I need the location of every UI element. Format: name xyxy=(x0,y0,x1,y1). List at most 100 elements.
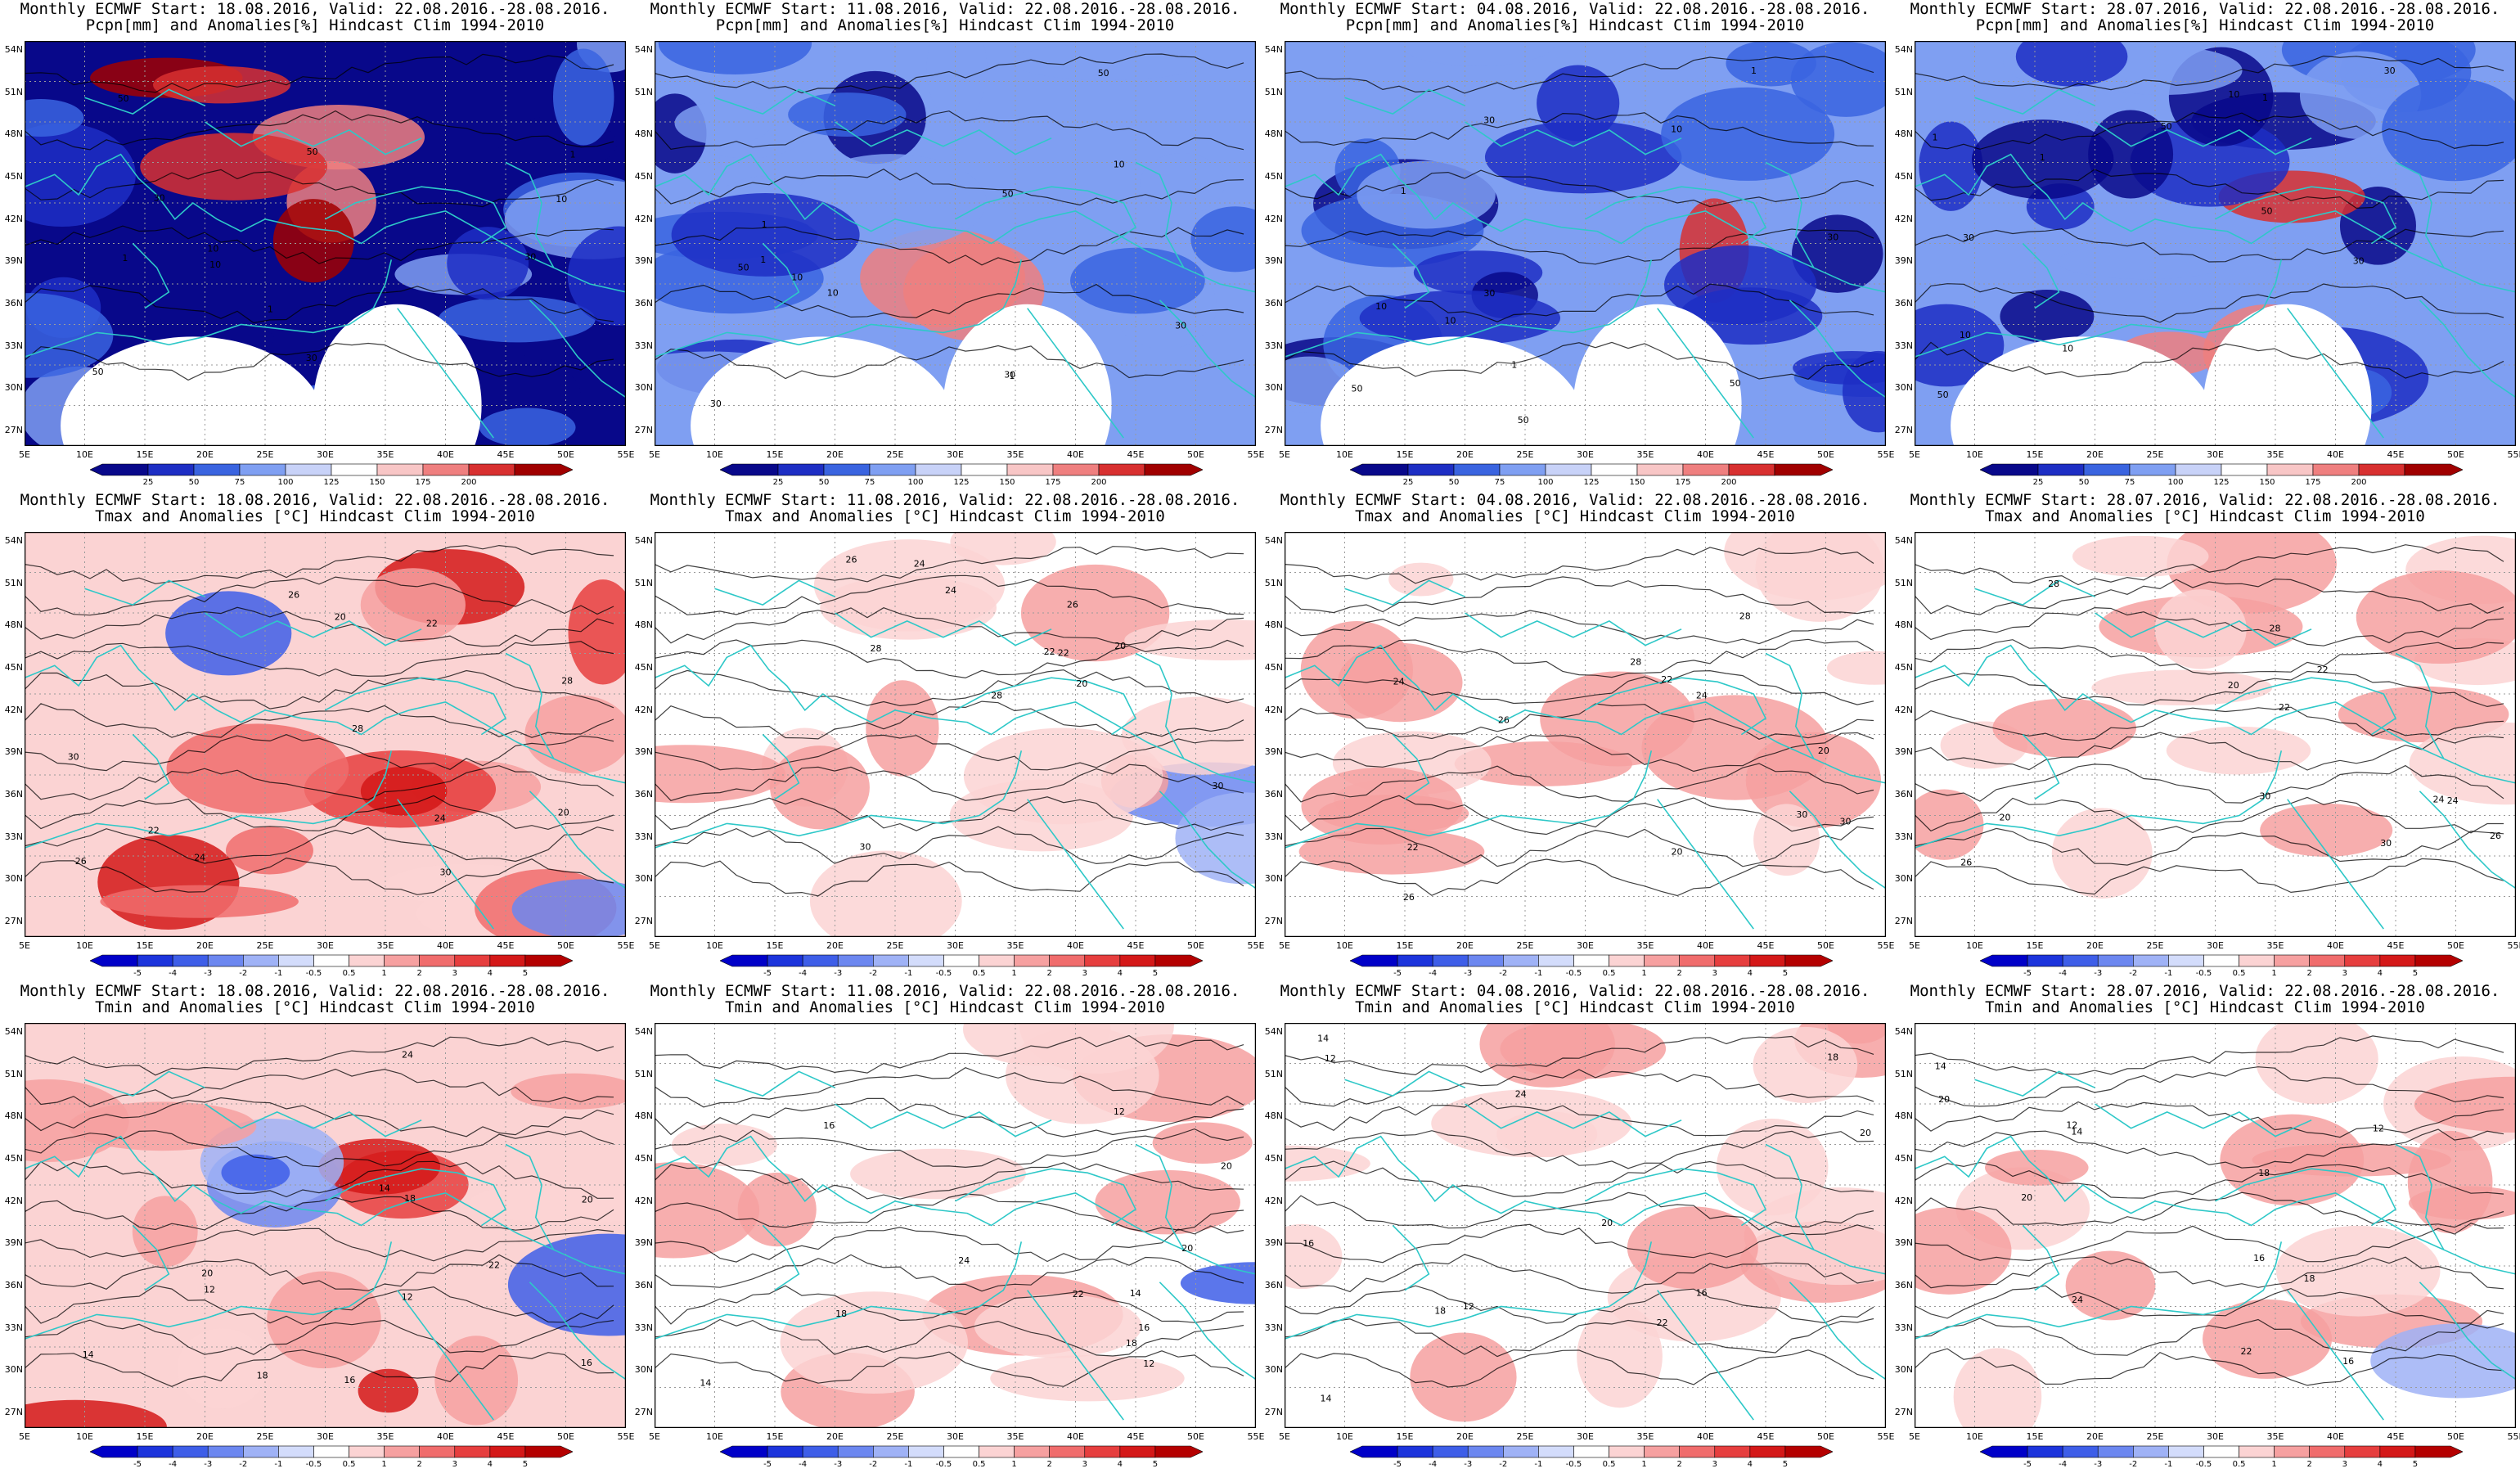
colorbar-tick-label: 175 xyxy=(415,478,431,487)
latitude-label: 42N xyxy=(634,213,653,224)
colorbar-tick-label: 75 xyxy=(1494,478,1505,487)
colorbar-segment xyxy=(2312,463,2360,476)
longitude-label: 15E xyxy=(136,940,154,951)
contour-value-label: 18 xyxy=(2258,1168,2270,1178)
colorbar-segment xyxy=(1144,463,1203,476)
longitude-label: 35E xyxy=(1636,940,1654,951)
colorbar-tick-label: 125 xyxy=(953,478,970,487)
latitude-label: 39N xyxy=(1894,746,1913,758)
colorbar-tick-label: -3 xyxy=(2094,1460,2103,1469)
contour-line xyxy=(1915,1035,2504,1075)
colorbar-tick-label: 75 xyxy=(864,478,875,487)
contour-value-label: 20 xyxy=(582,1195,593,1205)
coastline xyxy=(1285,259,1653,358)
contour-value-label: 20 xyxy=(2228,680,2239,691)
anomaly-area xyxy=(2407,1130,2493,1234)
latitude-label: 48N xyxy=(1264,1110,1283,1122)
contour-line xyxy=(655,1318,1244,1357)
colorbar xyxy=(720,954,1203,967)
anomaly-area xyxy=(1753,1026,1858,1103)
contour-line xyxy=(655,700,1244,740)
contour-value-label: 20 xyxy=(1818,746,1829,756)
longitude-label: 50E xyxy=(1817,1431,1834,1442)
colorbar-tick-label: -3 xyxy=(834,969,843,978)
anomaly-area xyxy=(2260,803,2393,857)
anomaly-area xyxy=(100,885,299,918)
latitude-label: 54N xyxy=(4,44,23,55)
colorbar-segment xyxy=(137,1445,173,1458)
map-frame xyxy=(1285,41,1886,446)
colorbar xyxy=(1980,463,2463,476)
longitude-label: 5E xyxy=(19,1431,30,1442)
contour-line xyxy=(25,641,614,677)
contour-line xyxy=(1915,228,2504,263)
coastline xyxy=(1027,1290,1124,1421)
contour-line xyxy=(1285,1349,1874,1388)
colorbar-segment xyxy=(2309,1445,2346,1458)
longitude-label: 40E xyxy=(2327,1431,2344,1442)
anomaly-area xyxy=(360,568,466,642)
contour-value-label: 14 xyxy=(1321,1394,1332,1404)
coastline xyxy=(1585,1168,1767,1227)
coastline xyxy=(1915,750,2283,849)
latitude-label: 54N xyxy=(1894,44,1913,55)
colorbar-segment xyxy=(2309,954,2346,967)
contour-value-label: 16 xyxy=(2342,1356,2354,1367)
contour-line xyxy=(1285,763,1874,803)
contour-line xyxy=(1285,1097,1874,1137)
contour-value-label: 16 xyxy=(1303,1238,1314,1249)
contour-line xyxy=(1285,1035,1874,1076)
contour-value-label: 12 xyxy=(2066,1120,2077,1131)
colorbar-tick-label: 2 xyxy=(1676,969,1682,978)
colorbar-tick-label: 2 xyxy=(2306,1460,2312,1469)
contour-value-label: 24 xyxy=(2433,795,2445,805)
contour-line xyxy=(1915,544,2504,586)
colorbar-segment xyxy=(2133,1445,2169,1458)
latitude-label: 45N xyxy=(634,1153,653,1164)
colorbar-segment xyxy=(873,1445,909,1458)
map-panel: Monthly ECMWF Start: 11.08.2016, Valid: … xyxy=(630,0,1265,491)
colorbar-segment xyxy=(2037,463,2085,476)
contour-value-label: 16 xyxy=(823,1120,835,1131)
coastline xyxy=(325,1168,507,1227)
longitude-label: 50E xyxy=(557,940,574,951)
colorbar-segment xyxy=(1119,954,1156,967)
longitude-label: 25E xyxy=(886,1431,904,1442)
latitude-label: 33N xyxy=(1264,1322,1283,1333)
colorbar-tick-label: -2 xyxy=(2129,969,2138,978)
coastline xyxy=(325,677,507,736)
contour-value-label: 28 xyxy=(991,690,1002,700)
colorbar-tick-label: 3 xyxy=(2342,969,2347,978)
colorbar-tick-label: 4 xyxy=(2377,969,2383,978)
contour-line xyxy=(1285,858,1874,897)
contour-line xyxy=(1915,732,2504,771)
longitude-label: 10E xyxy=(1336,1431,1353,1442)
colorbar-tick-label: 1 xyxy=(381,1460,387,1469)
longitude-label: 15E xyxy=(1396,940,1414,951)
coastline xyxy=(1285,1241,1653,1340)
longitude-label: 30E xyxy=(947,449,964,460)
latitude-label: 36N xyxy=(1264,298,1283,309)
contour-value-label: 1 xyxy=(1511,360,1517,371)
colorbar-segment xyxy=(1749,954,1786,967)
latitude-label: 33N xyxy=(634,831,653,842)
anomaly-area xyxy=(671,192,860,277)
colorbar-segment xyxy=(2274,1445,2310,1458)
contour-value-label: 28 xyxy=(2270,623,2281,633)
latitude-label: 51N xyxy=(4,86,23,97)
longitude-label: 25E xyxy=(1516,1431,1534,1442)
anomaly-area xyxy=(2356,570,2516,664)
colorbar-tick-label: -4 xyxy=(1429,969,1438,978)
coastline xyxy=(835,612,1052,646)
colorbar-segment xyxy=(2379,954,2416,967)
contour-line xyxy=(25,734,614,772)
longitude-label: 15E xyxy=(766,449,784,460)
latitude-label: 27N xyxy=(4,1407,23,1417)
anomaly-map: 12 14 16 18 20 22 24 12 14 16 18 20 xyxy=(655,1023,1256,1428)
colorbar-tick-label: 1 xyxy=(1641,1460,1647,1469)
longitude-label: 25E xyxy=(2146,940,2164,951)
contour-line xyxy=(1915,1285,2504,1324)
panel-title-variable: Pcpn[mm] and Anomalies[%] Hindcast Clim … xyxy=(85,16,545,34)
longitude-label: 35E xyxy=(1636,1431,1654,1442)
latitude-label: 39N xyxy=(4,746,23,758)
